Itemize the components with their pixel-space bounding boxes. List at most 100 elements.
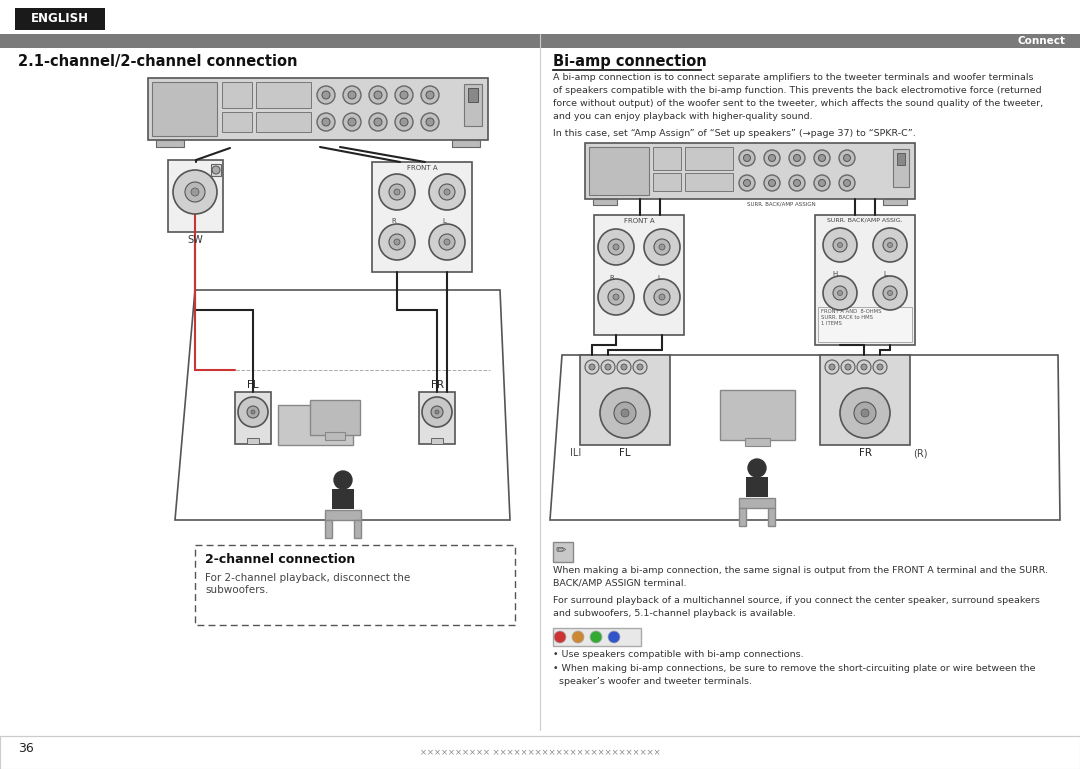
Text: FRONT A AND  8-OHMS
SURR. BACK to HMS
1 ITEMS: FRONT A AND 8-OHMS SURR. BACK to HMS 1 I… xyxy=(821,309,881,325)
Bar xyxy=(815,215,915,345)
Circle shape xyxy=(654,289,670,305)
Circle shape xyxy=(374,91,382,99)
Circle shape xyxy=(322,91,330,99)
Circle shape xyxy=(613,244,619,250)
Bar xyxy=(745,438,770,446)
Circle shape xyxy=(608,239,624,255)
Circle shape xyxy=(600,388,650,438)
Circle shape xyxy=(748,459,766,477)
Text: 2-channel connection: 2-channel connection xyxy=(205,553,355,566)
Bar xyxy=(222,82,252,108)
Circle shape xyxy=(600,360,615,374)
Bar xyxy=(820,355,910,445)
Circle shape xyxy=(854,402,876,424)
Circle shape xyxy=(888,291,892,295)
Circle shape xyxy=(769,179,775,187)
Bar xyxy=(278,405,353,445)
Circle shape xyxy=(764,150,780,166)
Text: For surround playback of a multichannel source, if you connect the center speake: For surround playback of a multichannel … xyxy=(553,596,1040,618)
Circle shape xyxy=(883,238,897,252)
Circle shape xyxy=(422,397,453,427)
Circle shape xyxy=(394,239,400,245)
Bar xyxy=(897,153,905,165)
Bar xyxy=(653,147,681,170)
Bar xyxy=(256,112,311,132)
Text: R: R xyxy=(609,275,615,281)
Circle shape xyxy=(825,360,839,374)
Circle shape xyxy=(633,360,647,374)
Circle shape xyxy=(444,239,450,245)
Circle shape xyxy=(322,118,330,126)
Circle shape xyxy=(873,228,907,262)
Circle shape xyxy=(589,364,595,370)
Circle shape xyxy=(438,234,455,250)
Bar xyxy=(468,88,478,102)
Circle shape xyxy=(743,155,751,161)
Text: L: L xyxy=(442,218,446,224)
Circle shape xyxy=(212,166,220,174)
Text: SW: SW xyxy=(187,235,203,245)
Bar xyxy=(235,392,271,444)
Circle shape xyxy=(621,364,627,370)
Bar xyxy=(653,173,681,191)
Text: FRONT A: FRONT A xyxy=(407,165,437,171)
Circle shape xyxy=(621,409,629,417)
Circle shape xyxy=(554,631,566,643)
Text: In this case, set “Amp Assign” of “Set up speakers” (→page 37) to “SPKR-C”.: In this case, set “Amp Assign” of “Set u… xyxy=(553,129,916,138)
Circle shape xyxy=(883,286,897,300)
Bar xyxy=(152,82,217,136)
Circle shape xyxy=(444,189,450,195)
Bar xyxy=(354,520,361,538)
Circle shape xyxy=(841,360,855,374)
Circle shape xyxy=(395,86,413,104)
Circle shape xyxy=(369,86,387,104)
Circle shape xyxy=(794,155,800,161)
Circle shape xyxy=(421,86,438,104)
Circle shape xyxy=(764,175,780,191)
Text: ✏: ✏ xyxy=(556,544,567,557)
Circle shape xyxy=(843,179,851,187)
Bar xyxy=(247,438,259,444)
Circle shape xyxy=(833,286,847,300)
Bar xyxy=(0,34,1080,48)
Bar xyxy=(0,736,1080,769)
Circle shape xyxy=(794,179,800,187)
Text: • Use speakers compatible with bi-amp connections.: • Use speakers compatible with bi-amp co… xyxy=(553,650,804,659)
Bar xyxy=(464,84,482,126)
Circle shape xyxy=(873,360,887,374)
Bar xyxy=(553,628,642,646)
Circle shape xyxy=(829,364,835,370)
Circle shape xyxy=(837,291,842,295)
Circle shape xyxy=(613,294,619,300)
Bar xyxy=(156,140,184,147)
Text: ILI: ILI xyxy=(570,448,582,458)
Text: 2.1-channel/2-channel connection: 2.1-channel/2-channel connection xyxy=(18,54,297,69)
Bar xyxy=(325,432,345,440)
Circle shape xyxy=(659,294,665,300)
Circle shape xyxy=(318,113,335,131)
Circle shape xyxy=(400,118,408,126)
Circle shape xyxy=(435,410,438,414)
Text: SURR. BACK/AMP ASSIG.: SURR. BACK/AMP ASSIG. xyxy=(827,218,903,223)
Bar xyxy=(256,82,311,108)
Bar xyxy=(720,390,795,440)
Circle shape xyxy=(389,234,405,250)
Circle shape xyxy=(348,118,356,126)
Bar xyxy=(893,149,909,187)
Circle shape xyxy=(400,91,408,99)
Circle shape xyxy=(739,175,755,191)
Text: For 2-channel playback, disconnect the
subwoofers.: For 2-channel playback, disconnect the s… xyxy=(205,573,410,594)
Circle shape xyxy=(819,179,825,187)
Bar xyxy=(195,545,515,625)
Circle shape xyxy=(426,91,434,99)
Bar xyxy=(818,307,912,342)
Text: ×××××××××× ××××××××××××××××××××××××: ×××××××××× ×××××××××××××××××××××××× xyxy=(420,748,660,757)
Circle shape xyxy=(605,364,611,370)
Circle shape xyxy=(823,276,858,310)
Circle shape xyxy=(379,224,415,260)
Text: FR: FR xyxy=(859,448,872,458)
Circle shape xyxy=(608,631,620,643)
Circle shape xyxy=(426,118,434,126)
Circle shape xyxy=(572,631,584,643)
Bar xyxy=(685,147,733,170)
